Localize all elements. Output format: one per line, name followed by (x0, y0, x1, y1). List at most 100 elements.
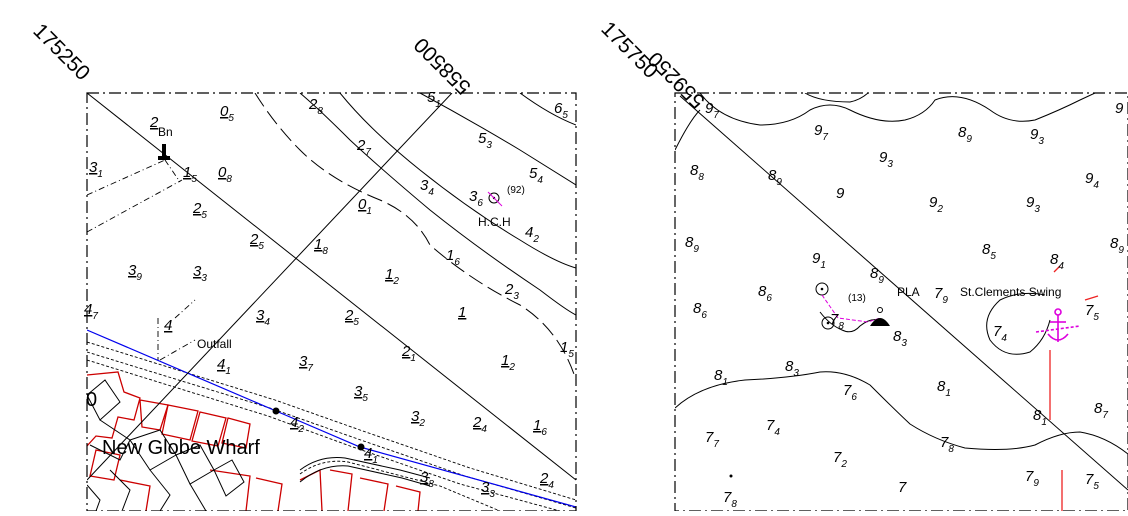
left-sounding: 39 (128, 262, 142, 283)
right-sounding: 92 (929, 194, 943, 215)
right-sounding: 97 (705, 100, 719, 121)
right-sounding: 86 (693, 300, 707, 321)
outfall-label: Outfall (197, 337, 232, 351)
right-sounding: 87 (1094, 400, 1108, 421)
station-symbol-1 (815, 282, 829, 296)
left-sounding: 24 (539, 470, 554, 491)
right-sounding: 91 (812, 250, 826, 271)
left-sounding: 37 (299, 353, 313, 374)
station-symbol-2 (821, 316, 835, 330)
grid-diagonals (87, 93, 576, 481)
swing-limit-lines (1049, 265, 1099, 511)
dot-marker-2 (357, 443, 365, 451)
left-sounding: 25 (344, 307, 359, 328)
dashed-contours (254, 93, 576, 381)
right-sounding: 78 (940, 434, 954, 455)
hch-station-value: (92) (507, 185, 525, 196)
small-dot (729, 474, 733, 478)
left-sounding: 25 (192, 200, 207, 221)
left-sounding: 34 (256, 307, 270, 328)
left-sounding: 16 (446, 247, 460, 268)
left-sounding: 28 (308, 96, 323, 117)
depth-contours-right (675, 93, 1128, 455)
left-sounding: 42 (290, 414, 304, 435)
left-sounding: 15 (560, 339, 574, 360)
left-sounding: 23 (504, 281, 519, 302)
right-sounding: 74 (766, 417, 780, 438)
left-sounding: 16 (533, 417, 547, 438)
station-value-label: (13) (848, 293, 866, 304)
right-sounding: 76 (843, 382, 857, 403)
dashdot-lines (87, 159, 196, 361)
hch-station-symbol (487, 191, 503, 207)
left-sounding: 47 (84, 301, 98, 322)
left-sounding: 36 (469, 188, 483, 209)
left-sounding: 51 (427, 89, 441, 110)
right-sounding: 86 (758, 283, 772, 304)
right-sounding: 89 (958, 124, 972, 145)
edge-digit: 0 (86, 389, 97, 411)
wharf-detail-lines (87, 379, 431, 511)
left-sounding: 35 (354, 383, 368, 404)
right-sounding: 75 (1085, 471, 1099, 492)
right-sheet (675, 93, 1128, 511)
left-sounding: 34 (420, 177, 434, 198)
right-sounding: 81 (1033, 407, 1047, 428)
right-sounding: 81 (714, 367, 728, 388)
right-sounding: 9 (836, 185, 845, 202)
left-sounding: 08 (218, 164, 232, 185)
pla-sounding: 79 (934, 285, 948, 306)
right-sounding: 78 (830, 311, 844, 332)
dot-marker-1 (272, 407, 280, 415)
right-sounding: 78 (723, 489, 737, 510)
beacon-label: Bn (158, 125, 173, 139)
right-sounding: 89 (685, 234, 699, 255)
buoy-symbol (870, 307, 890, 326)
place-name-label: New Globe Wharf (102, 437, 260, 459)
right-sounding: 83 (893, 328, 907, 349)
left-sounding: 31 (89, 159, 103, 180)
river-wall-line (87, 329, 576, 508)
swing-label: St.Clements Swing (960, 285, 1061, 299)
left-sounding: 41 (217, 356, 231, 377)
left-sounding: 42 (525, 224, 539, 245)
right-sounding: 83 (785, 358, 799, 379)
left-sounding: 33 (193, 263, 207, 284)
left-sounding: 05 (220, 103, 234, 124)
right-sounding: 89 (1110, 235, 1124, 256)
left-sounding: 25 (249, 231, 264, 252)
right-sounding: 89 (870, 265, 884, 286)
right-sounding: 93 (1030, 126, 1044, 147)
pla-label: PLA (897, 285, 920, 299)
left-sounding: 1 (458, 304, 466, 321)
right-sounding: 97 (814, 122, 828, 143)
left-sounding: 41 (364, 445, 378, 466)
right-sounding: 77 (705, 429, 719, 450)
left-sounding: 01 (358, 196, 372, 217)
left-sounding: 18 (314, 236, 328, 257)
shore-dotted-lines (87, 341, 576, 511)
right-sounding: 85 (982, 241, 996, 262)
left-sounding: 38 (420, 469, 434, 490)
left-sounding: 4 (164, 317, 172, 334)
grid-label-left-northing: 558500 (410, 33, 476, 99)
right-sounding: 93 (1026, 194, 1040, 215)
right-sounding: 74 (993, 323, 1007, 344)
left-sounding: 2 (149, 114, 159, 131)
left-sounding: 27 (356, 137, 371, 158)
left-sounding: 24 (472, 414, 487, 435)
beacon-symbol (158, 144, 170, 160)
left-sounding: 53 (478, 130, 492, 151)
left-sounding: 65 (554, 100, 568, 121)
right-sounding: 75 (1085, 302, 1099, 323)
anchor-icon (1035, 308, 1081, 342)
right-sounding: 84 (1050, 251, 1064, 272)
grid-label-left-easting: 175250 (28, 19, 94, 85)
left-sheet (87, 93, 576, 511)
left-sounding: 33 (481, 479, 495, 500)
left-sounding: 15 (183, 164, 197, 185)
